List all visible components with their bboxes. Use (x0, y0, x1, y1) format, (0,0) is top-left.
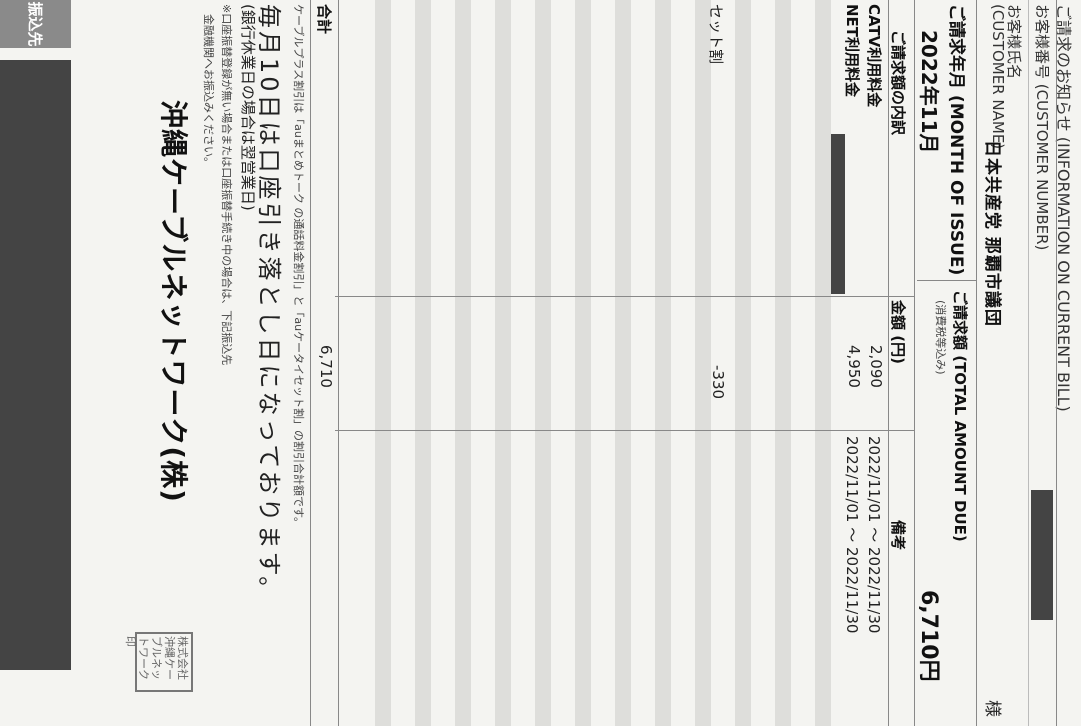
month-label: ご請求年月 (MONTH OF ISSUE) (946, 4, 966, 276)
company-name: 沖縄ケーブルネットワーク(株) (157, 100, 190, 503)
row-amount: 2,090 (867, 345, 885, 388)
col-header-amount: 金額 (円) (889, 300, 907, 364)
company-seal: 株式会社 沖縄ケーブルネットワーク 印 (124, 632, 193, 692)
redacted-row (831, 134, 845, 294)
row-amount: 4,950 (845, 345, 863, 388)
grand-total-label: 合計 (315, 4, 333, 35)
debit-notice: 毎月10日は口座引き落とし日になっております。 (255, 4, 283, 604)
row-note: 2022/11/01 ～ 2022/11/30 (843, 436, 861, 634)
total-note: (消費税等込み) (934, 300, 947, 375)
discount-item: セット割 (707, 4, 725, 65)
honorific: 様 (982, 700, 1002, 717)
month-value: 2022年11月 (917, 30, 941, 154)
row-item: NET利用料金 (843, 4, 861, 98)
total-label: ご請求額 (TOTAL AMOUNT DUE) (951, 290, 969, 542)
customer-name-label-en: (CUSTOMER NAME) (989, 4, 1007, 150)
row-note: 2022/11/01 ～ 2022/11/30 (865, 436, 883, 634)
payment-note-2: 金融機関へお振込みください。 (202, 14, 215, 168)
col-header-item: ご請求額の内訳 (889, 30, 907, 136)
discount-amount: -330 (709, 365, 727, 400)
col-header-note: 備考 (889, 520, 907, 551)
redacted-bank-info (0, 60, 71, 670)
total-value: 6,710円 (916, 590, 941, 682)
payee-label: 振込先 (0, 0, 71, 48)
payment-note-1: ※口座振替登録が無い場合または口座振替手続き中の場合は、下記振込先 (220, 4, 233, 366)
discount-note: ケーブルプラス割引は「auまとめトーク の通話料金割引」と「auケータイセット割… (292, 4, 305, 528)
customer-name: 日本共産党 那覇市議団 (982, 140, 1002, 327)
bank-holiday-note: (銀行休業日の場合は翌営業日) (239, 4, 257, 211)
customer-number-label: お客様番号 (CUSTOMER NUMBER) (1033, 4, 1051, 251)
customer-name-label: お客様氏名 (1005, 4, 1023, 80)
row-item: CATV利用料金 (865, 4, 883, 108)
redacted-customer-number (1031, 490, 1053, 620)
grand-total-amount: 6,710 (317, 345, 335, 388)
